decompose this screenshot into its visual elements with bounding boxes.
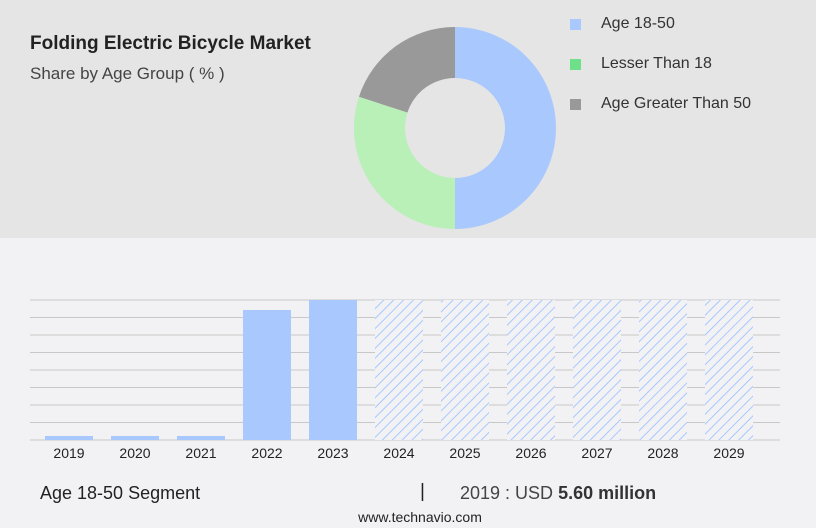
donut-slice-2 [358, 27, 455, 113]
chart-title: Folding Electric Bicycle Market [30, 33, 311, 54]
legend-item: Age 18-50 [570, 15, 675, 33]
x-tick-label: 2021 [185, 445, 217, 461]
x-tick-label: 2029 [713, 445, 745, 461]
bar-2027 [573, 300, 621, 440]
chart-subtitle: Share by Age Group ( % ) [30, 64, 225, 83]
legend-swatch [570, 98, 581, 110]
legend-label: Lesser Than 18 [601, 55, 712, 72]
x-tick-label: 2028 [647, 445, 679, 461]
donut-slice-0 [455, 27, 556, 229]
x-tick-label: 2022 [251, 445, 283, 461]
separator: | [420, 481, 425, 502]
x-tick-label: 2024 [383, 445, 415, 461]
bar-2024 [375, 300, 423, 440]
x-tick-label: 2026 [515, 445, 547, 461]
bar-2028 [639, 300, 687, 440]
website: www.technavio.com [358, 509, 482, 525]
x-tick-label: 2020 [119, 445, 151, 461]
x-tick-label: 2023 [317, 445, 349, 461]
legend-label: Age Greater Than 50 [601, 95, 752, 112]
year-label: 2019 : USD [460, 483, 554, 503]
bar-2022 [243, 310, 291, 440]
value-amount: 5.60 million [558, 483, 657, 503]
segment-value: 2019 : USD 5.60 million [460, 483, 656, 504]
bar-2023 [309, 300, 357, 440]
x-tick-label: 2025 [449, 445, 481, 461]
bar-2029 [705, 300, 753, 440]
bar-2026 [507, 300, 555, 440]
x-tick-label: 2019 [53, 445, 85, 461]
legend-swatch [570, 18, 581, 30]
bar-2020 [111, 436, 159, 440]
segment-label: Age 18-50 Segment [40, 483, 201, 503]
legend-label: Age 18-50 [601, 15, 675, 32]
donut-slice-1 [353, 96, 455, 230]
x-tick-label: 2027 [581, 445, 613, 461]
legend-item: Lesser Than 18 [570, 55, 712, 73]
legend-item: Age Greater Than 50 [570, 95, 751, 113]
bar-2021 [177, 436, 225, 440]
bar-2019 [45, 436, 93, 440]
bar-2025 [441, 300, 489, 440]
legend-swatch [570, 58, 581, 70]
